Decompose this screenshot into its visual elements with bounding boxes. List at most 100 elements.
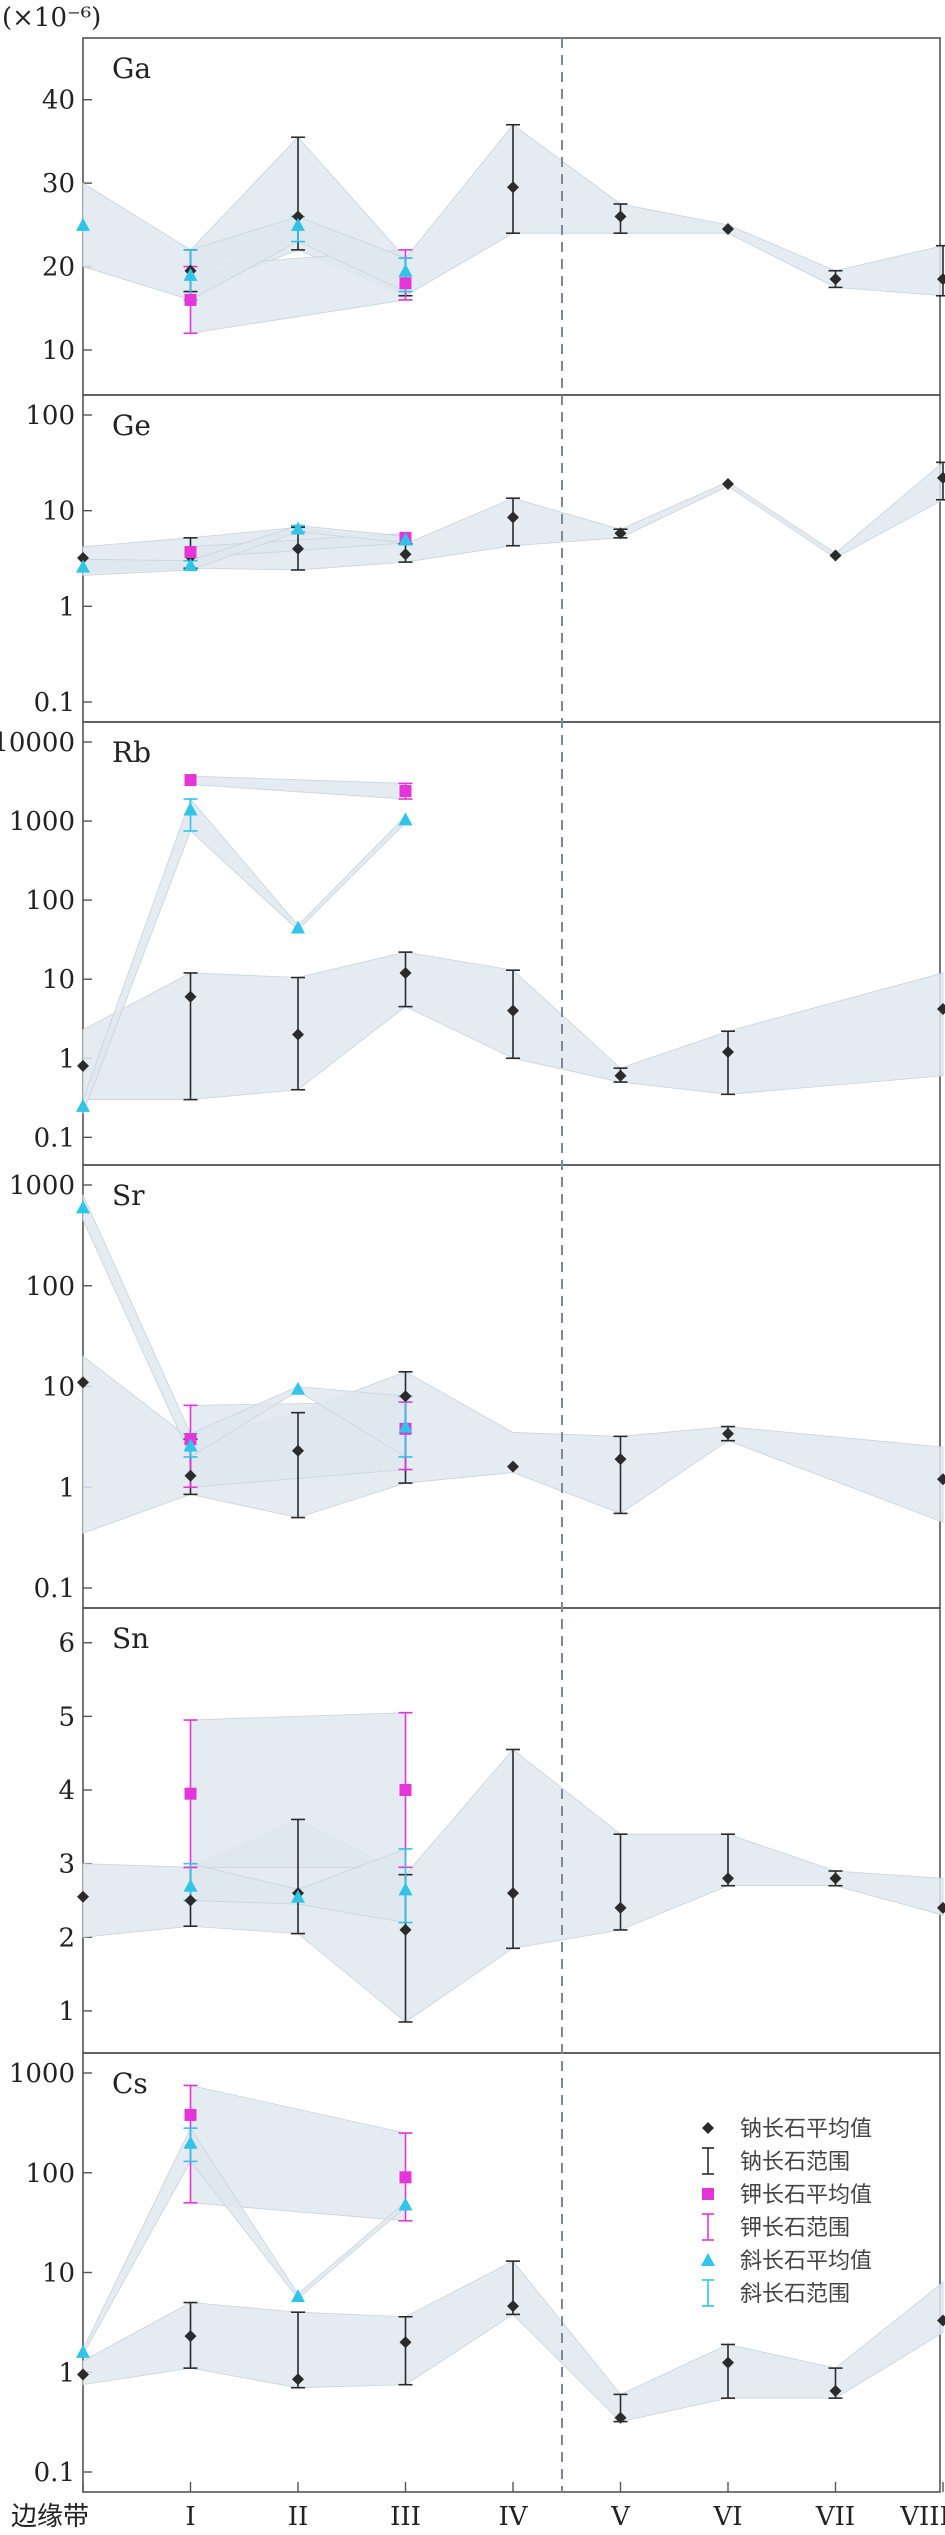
y-tick-label: 1 [58, 1997, 75, 2027]
y-tick-label: 10 [42, 497, 75, 527]
y-tick-label: 30 [42, 169, 75, 199]
y-tick-label: 40 [42, 86, 75, 116]
panels-layer: 10 20 30 40 Ga 0.1 1 10 100 Ge 0.1 1 10 100 1000 10000 R… [0, 37, 945, 2493]
marker-albite-mean [722, 223, 734, 236]
marker-kfeldspar-mean [399, 277, 412, 290]
legend-symbol [702, 2188, 714, 2200]
marker-albite-mean [614, 1453, 627, 1466]
y-tick-label: 1 [58, 1044, 75, 1074]
marker-albite-mean [722, 477, 734, 490]
marker-albite-mean [507, 1887, 519, 1900]
marker-albite-mean [937, 2314, 945, 2327]
marker-albite-mean [722, 1872, 734, 1885]
marker-plagioclase-mean [76, 559, 90, 573]
y-tick-label: 10 [42, 336, 75, 366]
legend-item-albite-avg: 钠长石平均值 [702, 2117, 872, 2142]
y-tick-label: 10 [42, 965, 75, 995]
marker-albite-mean [77, 1376, 89, 1389]
legend-symbol [701, 2253, 715, 2266]
marker-albite-mean [399, 1923, 412, 1936]
panel-cs: 0.1 1 10 100 1000 Cs [9, 2052, 945, 2493]
marker-kfeldspar-mean [184, 2108, 197, 2121]
marker-albite-mean [399, 1390, 412, 1403]
x-tick-label: V [610, 2502, 631, 2532]
marker-albite-mean [937, 1002, 945, 1015]
y-tick-label: 10000 [0, 728, 75, 758]
marker-plagioclase-mean [76, 1098, 90, 1112]
panel-label-rb: Rb [112, 736, 151, 769]
marker-albite-mean [292, 1028, 304, 1041]
marker-plagioclase-mean [291, 1889, 305, 1903]
marker-plagioclase-mean [76, 1200, 90, 1214]
y-tick-label: 1000 [9, 2059, 75, 2089]
panel-label-ga: Ga [112, 52, 151, 85]
marker-plagioclase-mean [76, 2344, 90, 2358]
marker-plagioclase-mean [183, 267, 198, 281]
panel-ge: 0.1 1 10 100 Ge [25, 394, 945, 723]
marker-albite-mean [184, 2330, 197, 2343]
marker-albite-mean [77, 1890, 89, 1903]
marker-kfeldspar-mean [399, 1784, 412, 1796]
y-tick-label: 20 [42, 253, 75, 283]
marker-albite-mean [184, 1894, 197, 1907]
marker-albite-mean [614, 527, 627, 540]
x-tick-label: IV [498, 2502, 528, 2532]
legend-label: 斜长石范围 [740, 2282, 850, 2307]
marker-plagioclase-mean [76, 217, 90, 231]
legend-symbol [702, 2122, 714, 2134]
y-tick-label: 100 [25, 401, 75, 431]
marker-plagioclase-mean [183, 1878, 198, 1892]
y-tick-label: 1 [58, 2358, 75, 2388]
marker-albite-mean [829, 1872, 842, 1885]
marker-kfeldspar-mean [184, 1787, 197, 1800]
y-tick-label: 1000 [9, 1171, 75, 1201]
legend-item-albite-range: 钠长石范围 [702, 2147, 850, 2175]
y-tick-label: 4 [58, 1776, 75, 1806]
y-tick-label: 10 [42, 1373, 75, 1403]
x-tick-label: 边缘带 [11, 2502, 89, 2532]
legend-item-plagioclase-avg: 斜长石平均值 [701, 2249, 872, 2274]
marker-kfeldspar-mean [184, 293, 197, 306]
panel-label-cs: Cs [112, 2067, 148, 2100]
panel-rb: 0.1 1 10 100 1000 10000 Rb [0, 721, 945, 1166]
marker-plagioclase-mean [291, 217, 305, 231]
marker-albite-mean [937, 1901, 945, 1914]
marker-albite-mean [77, 2368, 89, 2381]
legend-label: 斜长石平均值 [740, 2249, 872, 2274]
marker-albite-mean [507, 511, 519, 524]
y-tick-label: 0.1 [34, 1574, 75, 1604]
legend-label: 钾长石范围 [740, 2216, 850, 2241]
legend-item-plagioclase-range: 斜长石范围 [702, 2279, 850, 2307]
legend-label: 钾长石平均值 [740, 2183, 872, 2208]
marker-plagioclase-mean [291, 1381, 305, 1395]
x-axis: 边缘带 I II III IV V VI VII VIII [11, 2482, 945, 2532]
x-tick-label: VII [815, 2502, 855, 2532]
y-tick-label: 10 [42, 2259, 75, 2289]
panel-sn: 1 2 3 4 5 6 Sn [58, 1607, 945, 2054]
panel-frame [82, 1164, 941, 1609]
marker-albite-mean [722, 2356, 734, 2369]
y-tick-label: 3 [58, 1850, 75, 1880]
marker-albite-mean [937, 471, 945, 484]
marker-albite-mean [77, 552, 89, 565]
y-tick-label: 2 [58, 1923, 75, 1953]
marker-kfeldspar-mean [184, 774, 197, 787]
marker-plagioclase-mean [183, 558, 198, 572]
marker-albite-mean [292, 1444, 304, 1457]
marker-albite-mean [77, 1059, 89, 1072]
marker-plagioclase-mean [398, 812, 413, 826]
x-tick-label: I [185, 2502, 195, 2532]
marker-albite-mean [614, 1069, 627, 1082]
x-tick-label: VI [712, 2502, 742, 2532]
marker-albite-mean [292, 210, 304, 223]
y-tick-label: 1 [58, 592, 75, 622]
marker-albite-mean [399, 548, 412, 561]
marker-albite-mean [292, 2373, 304, 2386]
panel-label-ge: Ge [112, 409, 151, 442]
range-band-kfeldspar [190, 775, 406, 800]
marker-albite-mean [829, 549, 842, 562]
panel-sr: 0.1 1 10 100 1000 Sr [9, 1164, 945, 1609]
marker-albite-mean [722, 1046, 734, 1059]
marker-albite-mean [937, 1473, 945, 1486]
